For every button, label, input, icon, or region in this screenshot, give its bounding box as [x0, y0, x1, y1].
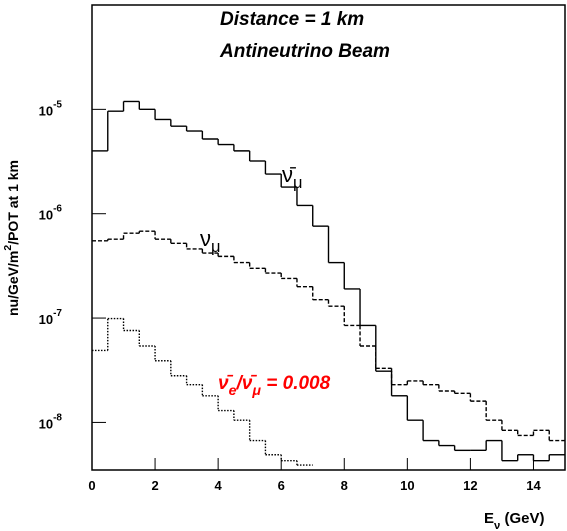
- x-tick-label: 6: [278, 478, 285, 493]
- x-axis-title: Eν (GeV): [484, 510, 544, 531]
- series: [92, 100, 565, 462]
- y-tick-label: 10-7: [39, 308, 63, 327]
- x-tick-label: 12: [463, 478, 477, 493]
- curve-label-part: ν̄: [282, 162, 296, 187]
- y-axis-title-part: nu/GeV/m: [5, 251, 21, 316]
- y-tick-label: 10-8: [39, 412, 63, 431]
- frame: [91, 4, 566, 471]
- tick-base: 10: [39, 312, 53, 327]
- curve-label-part: /ν̄: [236, 373, 258, 394]
- series: [92, 230, 565, 442]
- x-axis-title-part: (GeV): [500, 510, 544, 527]
- tick-base: 10: [39, 103, 53, 118]
- y-axis-title-part: 2: [2, 245, 14, 251]
- x-tick-label: 10: [400, 478, 414, 493]
- curve-label: ν̄e/ν̄μ = 0.008: [218, 373, 331, 399]
- series: [92, 317, 313, 466]
- curve-label-part: = 0.008: [261, 373, 331, 394]
- curve-label-part: μ: [211, 238, 221, 256]
- x-axis-title-part: E: [484, 510, 494, 527]
- y-axis-title: nu/GeV/m2/POT at 1 km: [2, 160, 21, 316]
- curve-label-part: μ: [251, 383, 261, 399]
- x-tick-label: 14: [526, 478, 541, 493]
- tick-exponent: -7: [53, 308, 62, 319]
- tick-base: 10: [39, 416, 53, 431]
- tick-exponent: -8: [53, 412, 62, 423]
- curve-label: ν̄μ: [282, 162, 303, 192]
- curve-label: νμ: [200, 226, 221, 256]
- y-axis-title-part: /POT at 1 km: [5, 160, 21, 245]
- x-tick-label: 8: [341, 478, 348, 493]
- tick-base: 10: [39, 208, 53, 223]
- x-tick-label: 4: [215, 478, 223, 493]
- y-tick-label: 10-5: [39, 99, 63, 118]
- tick-exponent: -5: [53, 99, 62, 110]
- curve-label-part: ν: [200, 226, 211, 251]
- annotation: Distance = 1 km: [220, 9, 364, 30]
- y-tick-label: 10-6: [39, 204, 63, 223]
- tick-exponent: -6: [53, 204, 62, 215]
- plot-area: [92, 100, 565, 466]
- curve-label-part: e: [229, 383, 237, 399]
- x-tick-label: 2: [151, 478, 158, 493]
- x-tick-label: 0: [88, 478, 95, 493]
- annotation: Antineutrino Beam: [219, 41, 390, 62]
- curve-label-part: μ: [293, 174, 303, 192]
- x-axis-title-part: ν: [494, 520, 500, 531]
